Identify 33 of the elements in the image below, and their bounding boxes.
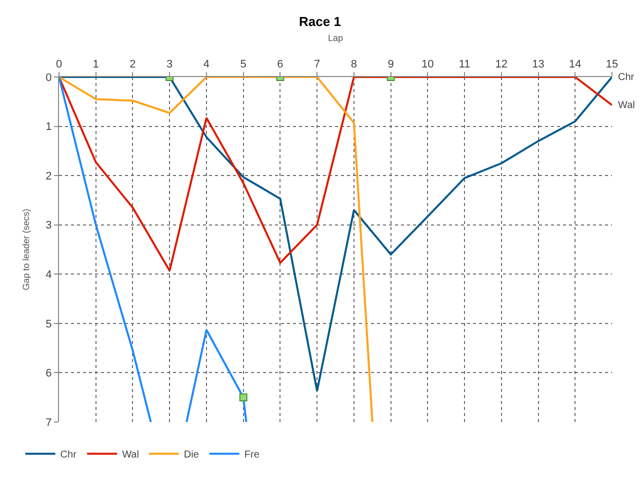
annotation: Wal [618,100,635,111]
y-tick-label: 0 [46,72,52,84]
y-tick-label: 7 [46,416,52,429]
y-tick-label: 2 [46,170,52,182]
x-tick-label: 3 [166,58,173,71]
annotation: Chr [618,72,635,83]
x-tick-label: 14 [569,58,582,71]
x-tick-label: 7 [314,58,320,71]
x-tick-label: 8 [350,58,357,71]
x-tick-label: 1 [92,58,99,71]
x-tick-label: 12 [495,58,508,71]
y-tick-label: 4 [46,268,52,281]
x-tick-label: 6 [277,58,284,71]
y-axis-title: Gap to leader (secs) [21,208,32,290]
x-tick-label: 13 [532,58,544,71]
y-tick-label: 1 [46,121,52,134]
x-axis-title: Lap [328,32,344,43]
x-tick-label: 0 [56,58,62,71]
y-tick-label: 3 [46,220,52,232]
x-tick-label: 5 [240,58,246,71]
x-tick-label: 2 [130,58,136,71]
y-tick-label: 6 [46,368,52,380]
x-tick-label: 11 [458,58,470,71]
x-tick-label: 4 [203,58,210,71]
legend-label: Wal [122,450,139,461]
chart-title: Race 1 [299,14,341,29]
legend-label: Die [184,450,200,461]
x-tick-label: 10 [422,58,434,71]
y-tick-label: 5 [46,318,52,330]
x-tick-label: 9 [388,58,394,71]
x-tick-label: 15 [606,58,618,71]
legend-label: Chr [60,450,78,461]
legend-label: Fre [244,450,260,461]
